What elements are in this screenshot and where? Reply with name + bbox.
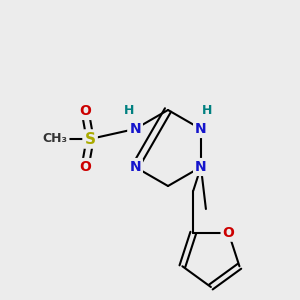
Text: O: O xyxy=(223,226,235,240)
Text: H: H xyxy=(202,104,212,118)
Text: S: S xyxy=(85,131,96,146)
Text: H: H xyxy=(124,104,134,118)
Text: O: O xyxy=(79,160,91,174)
Text: CH₃: CH₃ xyxy=(43,133,68,146)
Text: N: N xyxy=(129,122,141,136)
Text: N: N xyxy=(195,122,207,136)
Text: N: N xyxy=(129,160,141,174)
Text: N: N xyxy=(195,160,207,174)
Text: O: O xyxy=(79,104,91,118)
